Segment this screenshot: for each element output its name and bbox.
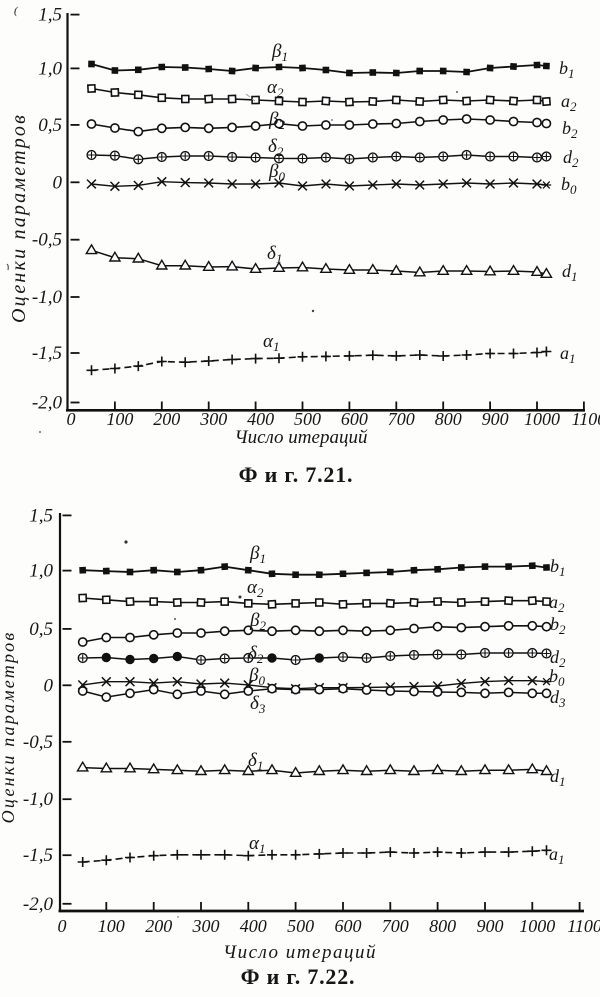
svg-text:100: 100 xyxy=(98,916,125,936)
svg-text:-2,0: -2,0 xyxy=(32,393,63,414)
svg-text:600: 600 xyxy=(335,916,362,936)
svg-text:800: 800 xyxy=(429,916,456,936)
svg-text:1,0: 1,0 xyxy=(29,561,53,582)
svg-text:0: 0 xyxy=(67,409,76,429)
svg-text:1000: 1000 xyxy=(524,409,560,429)
svg-text:0: 0 xyxy=(58,916,67,936)
svg-text:700: 700 xyxy=(388,409,415,429)
svg-text:-0,5: -0,5 xyxy=(32,230,62,251)
svg-text:400: 400 xyxy=(247,409,274,429)
svg-text:900: 900 xyxy=(477,916,504,936)
svg-text:Оценки параметров: Оценки параметров xyxy=(0,631,18,824)
svg-text:700: 700 xyxy=(382,916,409,936)
svg-text:Число итераций: Число итераций xyxy=(235,427,368,448)
svg-text:1100: 1100 xyxy=(572,409,600,429)
svg-text:-1,5: -1,5 xyxy=(23,845,53,866)
svg-text:200: 200 xyxy=(153,409,180,429)
svg-text:500: 500 xyxy=(287,916,314,936)
svg-text:600: 600 xyxy=(341,409,368,429)
svg-text:Число итераций: Число итераций xyxy=(223,942,377,963)
svg-text:500: 500 xyxy=(294,409,321,429)
svg-text:200: 200 xyxy=(145,916,172,936)
svg-text:0: 0 xyxy=(53,172,63,193)
svg-text:-1,5: -1,5 xyxy=(32,343,62,364)
svg-text:0,5: 0,5 xyxy=(38,115,62,136)
svg-text:900: 900 xyxy=(482,409,509,429)
svg-text:300: 300 xyxy=(199,409,227,429)
svg-text:100: 100 xyxy=(106,409,133,429)
svg-text:1,5: 1,5 xyxy=(38,5,62,26)
svg-text:-0,5: -0,5 xyxy=(23,732,53,753)
svg-text:1,5: 1,5 xyxy=(29,505,53,526)
svg-text:Ф и г. 7.22.: Ф и г. 7.22. xyxy=(241,964,356,989)
svg-text:1,0: 1,0 xyxy=(38,58,62,79)
svg-text:-1,0: -1,0 xyxy=(32,287,63,308)
svg-text:-1,0: -1,0 xyxy=(23,789,54,810)
svg-text:-2,0: -2,0 xyxy=(23,894,54,915)
svg-text:1000: 1000 xyxy=(519,916,555,936)
svg-text:Ф и г. 7.21.: Ф и г. 7.21. xyxy=(239,462,354,487)
svg-text:1100: 1100 xyxy=(567,916,600,936)
svg-text:0: 0 xyxy=(44,675,54,696)
svg-text:Оценки параметров: Оценки параметров xyxy=(8,113,30,323)
svg-text:0,5: 0,5 xyxy=(29,619,53,640)
svg-text:300: 300 xyxy=(192,916,220,936)
svg-text:400: 400 xyxy=(240,916,267,936)
svg-text:(: ( xyxy=(14,5,19,17)
svg-text:800: 800 xyxy=(435,409,462,429)
